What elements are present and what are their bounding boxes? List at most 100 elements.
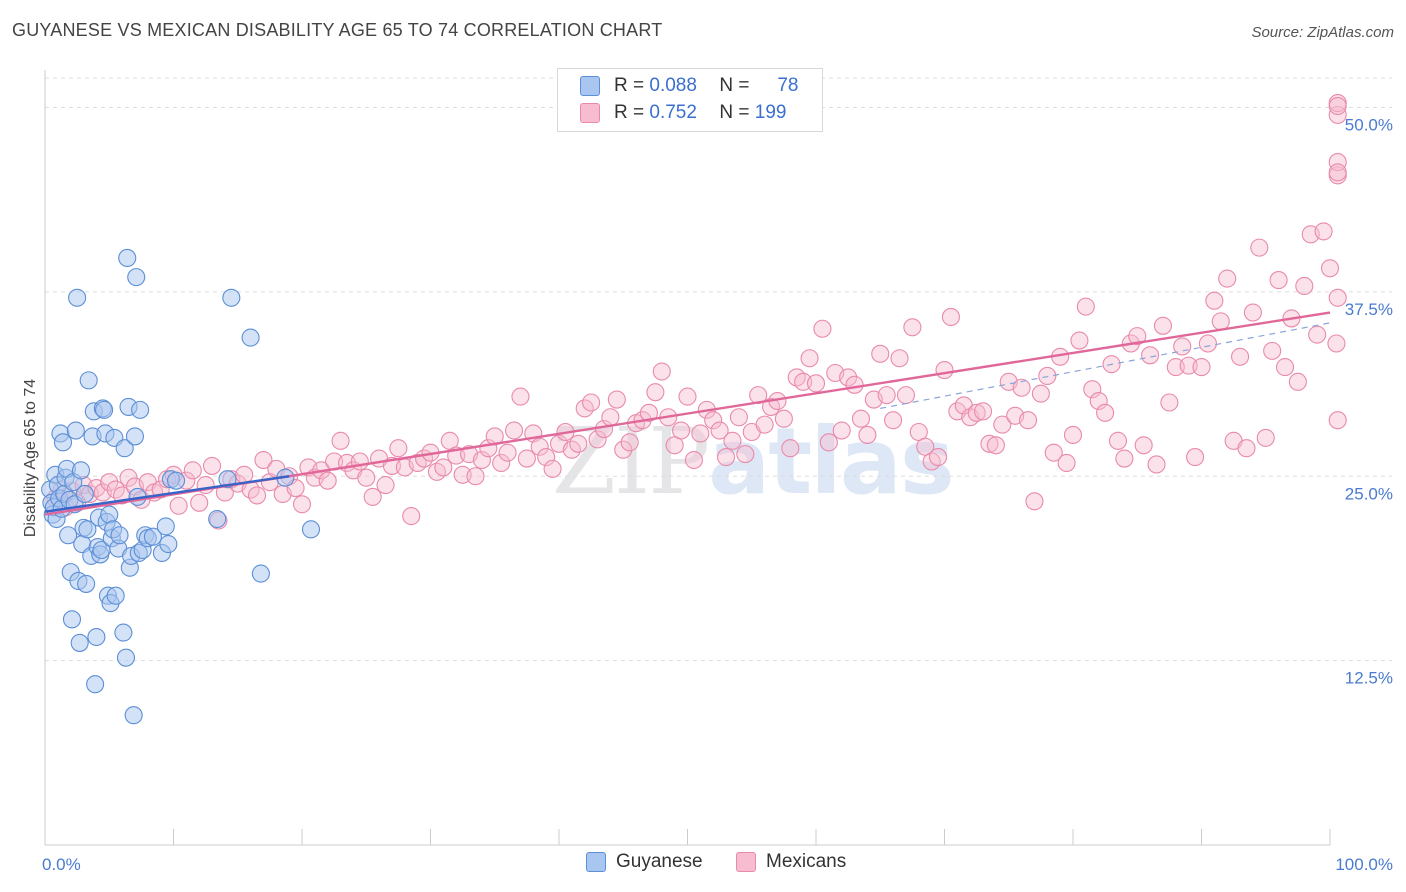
guyanese-point (53, 433, 73, 452)
mexicans-point (620, 433, 639, 452)
mexicans-point (935, 360, 954, 380)
legend-r-value: 0.752 (649, 102, 697, 123)
mexicans-point (1141, 346, 1160, 365)
mexicans-point (1250, 238, 1269, 257)
mexicans-point (582, 393, 601, 412)
guyanese-point (68, 288, 87, 307)
guyanese-point (251, 564, 270, 583)
mexicans-point (247, 486, 267, 505)
guyanese-point (124, 706, 143, 725)
mexicans-point (1057, 453, 1076, 473)
mexicans-point (1089, 391, 1108, 411)
mexicans-point (1328, 411, 1347, 430)
guyanese-point (241, 328, 260, 347)
mexicans-point (376, 476, 395, 495)
guyanese-point (156, 517, 175, 536)
guyanese-point (222, 288, 241, 307)
mexicans-point (986, 436, 1005, 455)
mexicans-point (1218, 269, 1237, 288)
mexicans-point (169, 496, 188, 515)
mexicans-point (1031, 384, 1050, 403)
guyanese-point (131, 400, 150, 419)
mexicans-point (1160, 393, 1179, 412)
mexicans-point (1038, 366, 1057, 386)
mexicans-point (704, 411, 723, 430)
mexicans-point (800, 349, 819, 368)
mexicans-point (1096, 403, 1115, 422)
series-legend-guyanese[interactable]: Guyanese (586, 851, 703, 873)
mexicans-point (781, 439, 800, 458)
legend-row-guyanese: R = 0.088 N = 78 (580, 74, 798, 98)
mexicans-point (729, 408, 748, 427)
mexicans-point (646, 383, 665, 402)
mexicans-point (1295, 276, 1314, 296)
mexicans-point (716, 448, 736, 467)
mexicans-point (530, 437, 549, 456)
y-tick-label: 50.0% (1345, 116, 1393, 135)
guyanese-point (62, 610, 82, 629)
mexicans-point (678, 387, 697, 406)
guyanese-point (106, 586, 125, 605)
mexicans-point (896, 386, 916, 405)
mexicans-point (755, 415, 774, 434)
mexicans-point (402, 507, 421, 526)
mexicans-point (736, 445, 755, 464)
guyanese-point (114, 623, 133, 642)
y-tick-label: 37.5% (1345, 300, 1393, 319)
mexicans-point (543, 459, 562, 478)
mexicans-point (614, 440, 633, 459)
mexicans-point (1263, 341, 1282, 360)
legend-row-mexicans: R = 0.752 N = 199 (580, 101, 786, 125)
guyanese-swatch (586, 852, 606, 872)
mexicans-point (1328, 288, 1347, 307)
legend-r-label: R = (614, 102, 645, 123)
mexicans-point (691, 424, 710, 443)
guyanese-point (78, 520, 97, 539)
mexicans-point (1012, 378, 1031, 397)
mexicans-point (684, 450, 703, 470)
mexicans-point (890, 349, 909, 368)
guyanese-point (59, 526, 78, 545)
mexicans-point (710, 421, 729, 440)
guyanese-label: Guyanese (616, 851, 703, 872)
mexicans-point (1237, 439, 1256, 458)
mexicans-point (492, 453, 511, 473)
tick-labels: 12.5% 25.0% 37.5% 50.0% 0.0% 100.0% (42, 116, 1393, 875)
correlation-legend: R = 0.088 N = 78 R = 0.752 N = 199 (557, 68, 823, 132)
watermark-zip: ZIP (552, 408, 710, 515)
mexicans-point (389, 439, 408, 458)
mexicans-point (1231, 347, 1250, 366)
mexicans-point (1153, 316, 1172, 335)
mexicans-point (363, 487, 382, 506)
series-legend-mexicans[interactable]: Mexicans (736, 851, 846, 873)
mexicans-point (1328, 153, 1347, 172)
guyanese-point (159, 535, 178, 554)
guyanese-point (70, 633, 89, 652)
guyanese-point (77, 574, 96, 593)
mexicans-point (639, 403, 659, 422)
mexicans-point (1269, 271, 1288, 290)
mexicans-swatch (736, 852, 756, 872)
mexicans-point (1288, 372, 1307, 391)
mexicans-point (1128, 327, 1147, 346)
legend-n-value: 78 (777, 75, 799, 96)
guyanese-point (167, 471, 186, 490)
guyanese-point (125, 427, 144, 446)
x-tick-label: 0.0% (42, 855, 81, 874)
mexicans-point (588, 430, 607, 449)
mexicans-point (350, 452, 369, 471)
guyanese-point (127, 268, 146, 287)
mexicans-point (672, 421, 691, 440)
x-tick-label: 100.0% (1335, 855, 1393, 874)
mexicans-point (203, 456, 222, 475)
trend-lines (44, 311, 1331, 516)
mexicans-point (183, 461, 202, 480)
guyanese-point (143, 527, 162, 546)
guyanese-point (71, 461, 91, 480)
guyanese-points (41, 248, 321, 725)
mexicans-point (877, 386, 896, 405)
mexicans-points (46, 94, 1347, 530)
mexicans-point (1327, 334, 1346, 353)
mexicans-point (190, 493, 209, 512)
